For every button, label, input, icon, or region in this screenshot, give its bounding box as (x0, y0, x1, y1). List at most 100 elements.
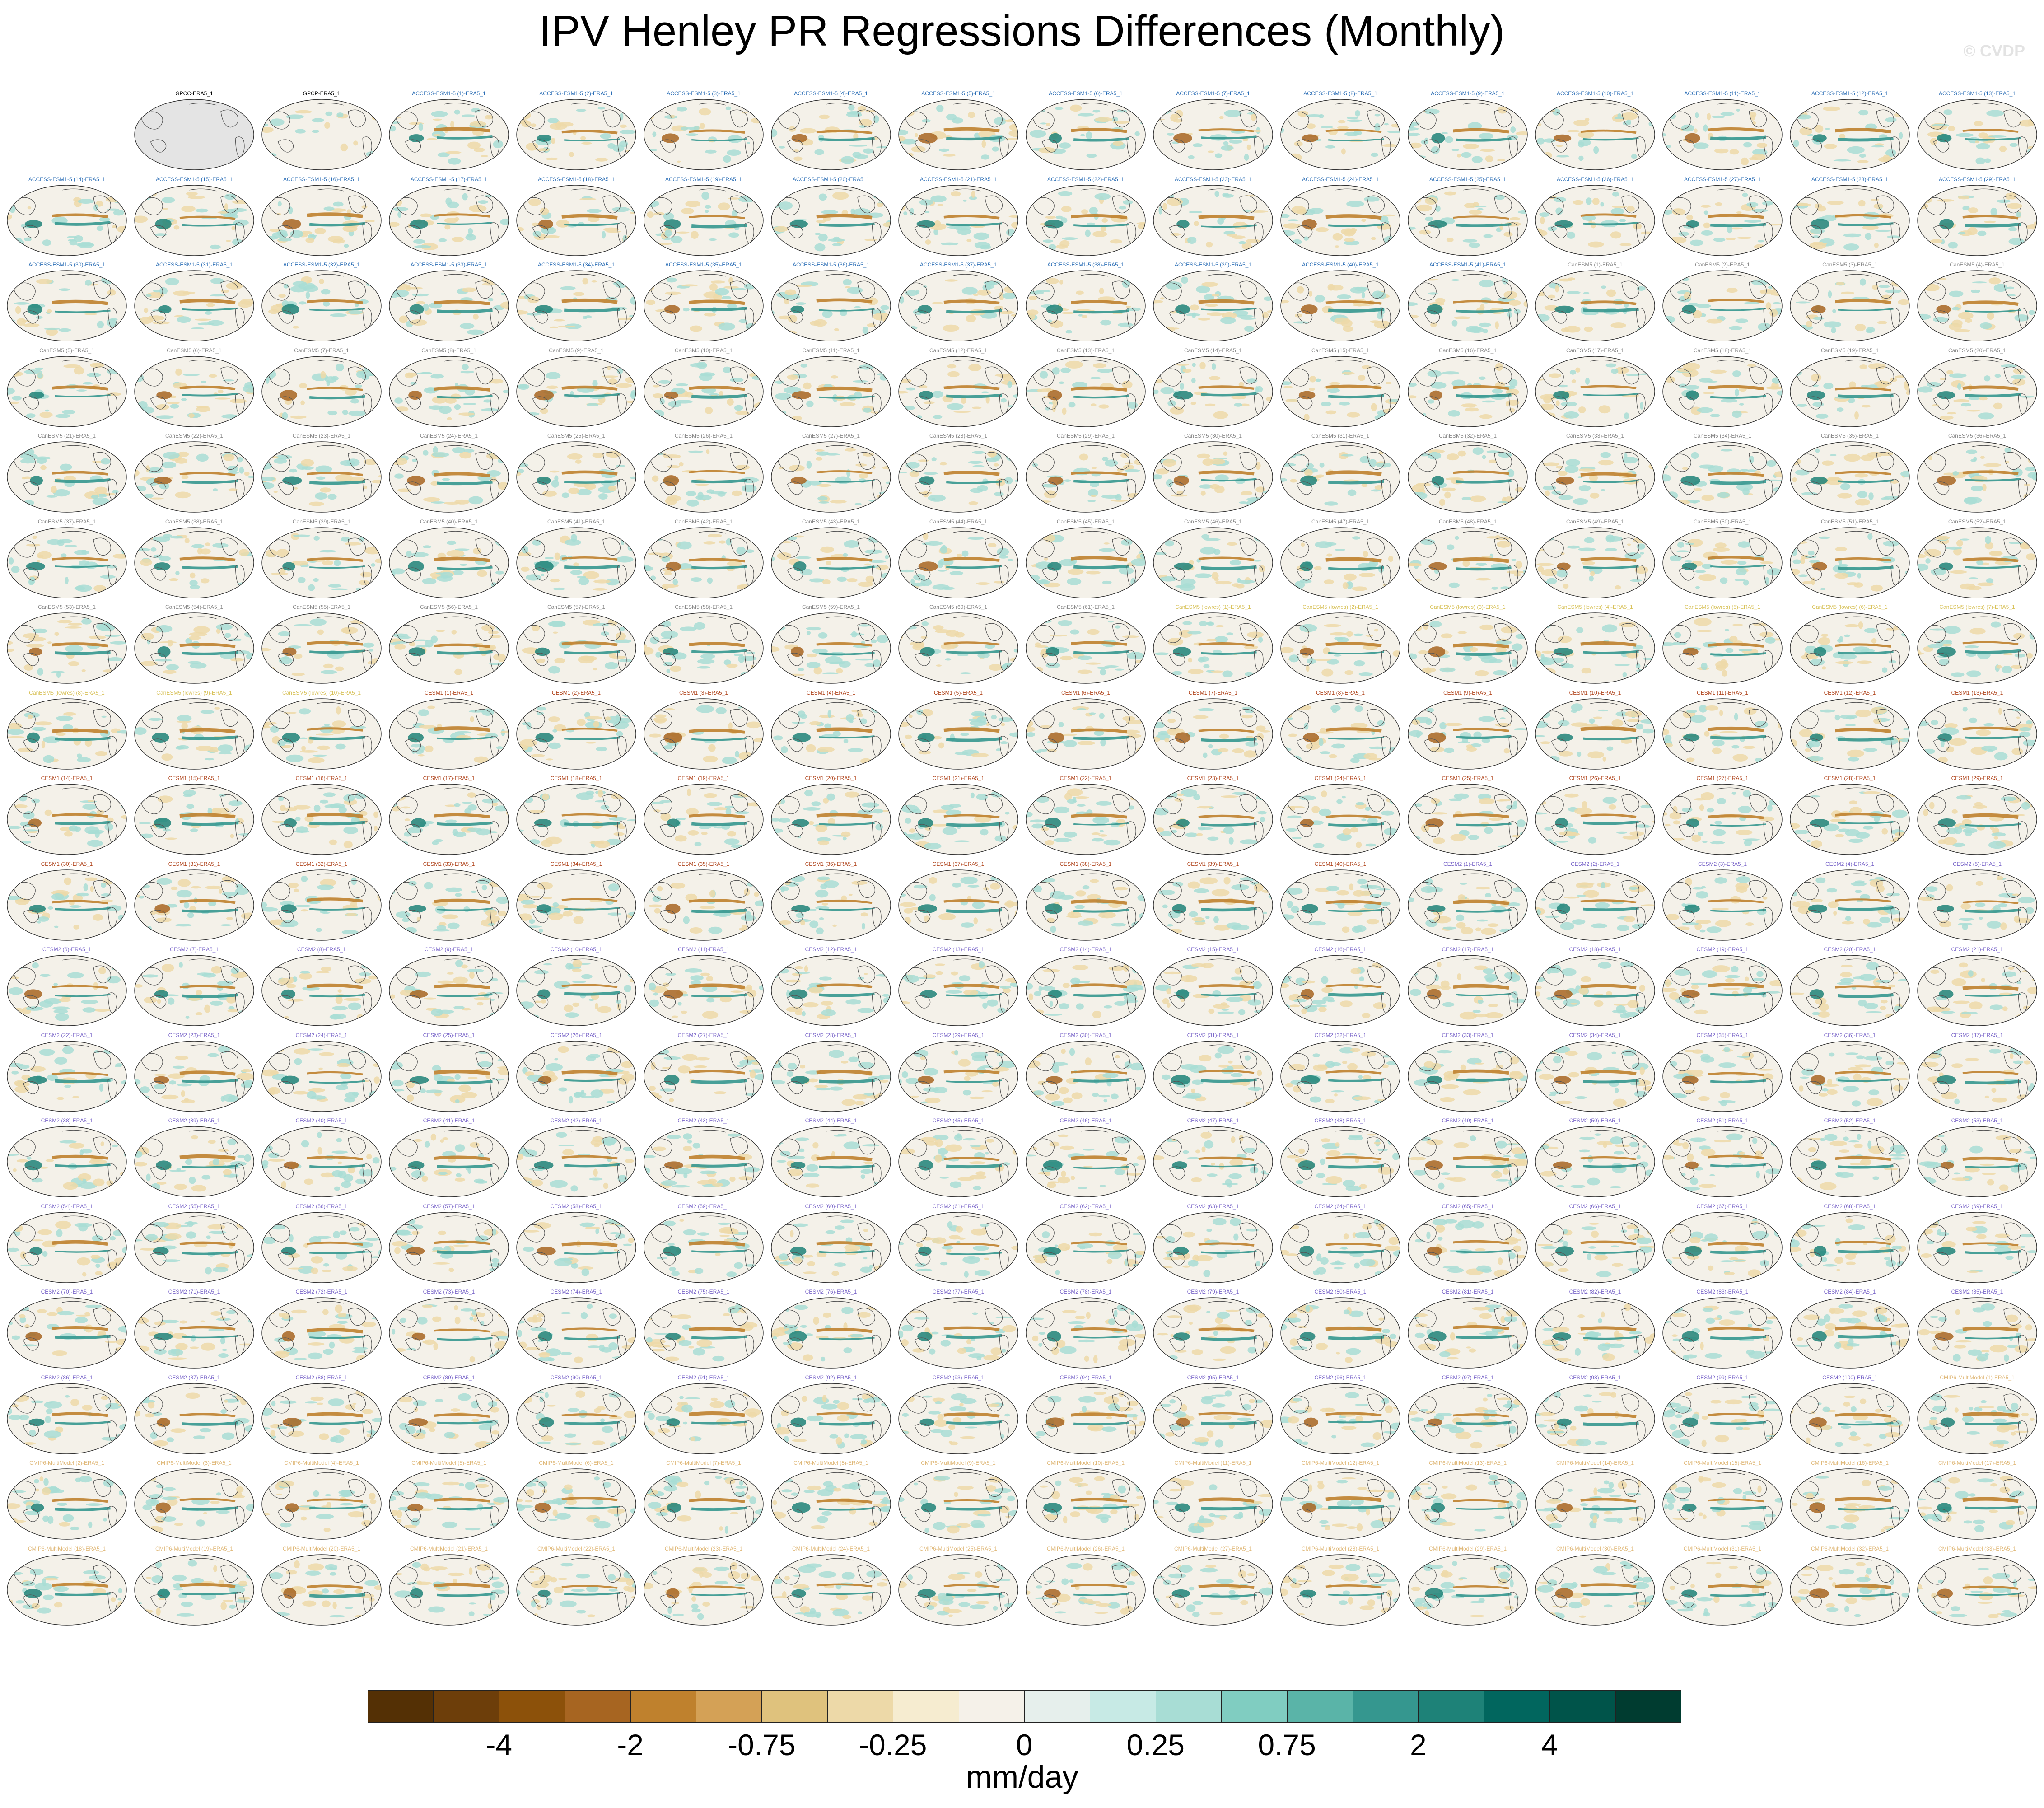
panel-title: CMIP6-MultiModel (31)-ERA5_1 (1683, 1545, 1762, 1552)
panel-title: CESM2 (76)-ERA5_1 (805, 1289, 857, 1295)
panel-title: CESM2 (87)-ERA5_1 (168, 1374, 220, 1381)
panel-title: CMIP6-MultiModel (10)-ERA5_1 (1046, 1460, 1125, 1466)
panel-title: CESM1 (32)-ERA5_1 (295, 860, 348, 867)
panel-title: CESM1 (15)-ERA5_1 (168, 775, 220, 781)
panel-title: CESM2 (82)-ERA5_1 (1569, 1289, 1621, 1295)
panel-title: CESM2 (40)-ERA5_1 (295, 1117, 348, 1124)
map-panel (1153, 270, 1273, 341)
map-panel (1026, 869, 1146, 941)
panel-title: CanESM5 (43)-ERA5_1 (802, 518, 860, 525)
map-panel (1917, 784, 2037, 855)
panel-title: CESM2 (1)-ERA5_1 (1443, 860, 1493, 867)
map-panel (261, 1554, 382, 1626)
map-panel (389, 441, 509, 513)
panel-title: CanESM5 (lowres) (6)-ERA5_1 (1812, 604, 1888, 610)
map-panel (771, 869, 891, 941)
panel-title: CESM2 (64)-ERA5_1 (1314, 1203, 1367, 1210)
map-panel (516, 355, 636, 427)
panel-title: CanESM5 (lowres) (8)-ERA5_1 (29, 689, 105, 696)
panel-title: CESM1 (22)-ERA5_1 (1059, 775, 1112, 781)
panel-title: CESM1 (19)-ERA5_1 (677, 775, 730, 781)
panel-title: CESM2 (44)-ERA5_1 (805, 1117, 857, 1124)
map-panel (1662, 1040, 1783, 1112)
map-panel (1026, 784, 1146, 855)
map-panel (1535, 1383, 1655, 1454)
map-panel (1917, 527, 2037, 598)
map-panel (1790, 527, 1910, 598)
map-panel (1790, 1297, 1910, 1369)
panel-title: CanESM5 (18)-ERA5_1 (1693, 347, 1752, 354)
map-panel (261, 698, 382, 770)
panel-title: CESM1 (12)-ERA5_1 (1824, 689, 1876, 696)
map-panel (898, 527, 1018, 598)
panel-title: CESM1 (34)-ERA5_1 (550, 860, 602, 867)
map-panel (1790, 1383, 1910, 1454)
panel-title: CESM2 (42)-ERA5_1 (550, 1117, 602, 1124)
map-panel (1662, 1383, 1783, 1454)
map-panel (134, 1554, 254, 1626)
panel-title: CanESM5 (60)-ERA5_1 (929, 604, 988, 610)
panel-title: CMIP6-MultiModel (25)-ERA5_1 (919, 1545, 998, 1552)
map-panel (898, 184, 1018, 256)
map-panel (1153, 441, 1273, 513)
map-panel (898, 1554, 1018, 1626)
panel-title: CESM2 (57)-ERA5_1 (423, 1203, 475, 1210)
map-panel (771, 99, 891, 170)
map-panel (389, 869, 509, 941)
map-panel (1026, 184, 1146, 256)
panel-title: CESM2 (38)-ERA5_1 (41, 1117, 93, 1124)
panel-title: GPCC-ERA5_1 (175, 90, 213, 97)
panel-title: CESM2 (5)-ERA5_1 (1952, 860, 2002, 867)
map-panel (7, 1211, 127, 1283)
map-panel (7, 1040, 127, 1112)
panel-title: CESM1 (27)-ERA5_1 (1696, 775, 1749, 781)
panel-title: CESM2 (55)-ERA5_1 (168, 1203, 220, 1210)
map-panel (898, 1297, 1018, 1369)
panel-title: CESM2 (48)-ERA5_1 (1314, 1117, 1367, 1124)
colorbar-tick-label: -2 (617, 1728, 644, 1761)
panel-title: CanESM5 (54)-ERA5_1 (165, 604, 224, 610)
map-panel (1790, 612, 1910, 684)
panel-title: CESM2 (68)-ERA5_1 (1824, 1203, 1876, 1210)
panel-title: ACCESS-ESM1-5 (34)-ERA5_1 (537, 262, 615, 268)
panel-title: ACCESS-ESM1-5 (2)-ERA5_1 (539, 90, 613, 97)
map-panel (261, 784, 382, 855)
map-panel (1917, 1126, 2037, 1197)
panel-title: CESM2 (100)-ERA5_1 (1822, 1374, 1877, 1381)
map-panel (1026, 698, 1146, 770)
panel-title: CESM2 (67)-ERA5_1 (1696, 1203, 1749, 1210)
map-panel (771, 355, 891, 427)
map-panel (644, 355, 764, 427)
panel-title: CESM2 (74)-ERA5_1 (550, 1289, 602, 1295)
map-panel (1153, 527, 1273, 598)
map-panel (898, 784, 1018, 855)
map-panel (1026, 1383, 1146, 1454)
colorbar-tick-label: 2 (1410, 1728, 1427, 1761)
panel-title: ACCESS-ESM1-5 (12)-ERA5_1 (1811, 90, 1889, 97)
map-panel (261, 1040, 382, 1112)
map-panel (1917, 99, 2037, 170)
map-panel (1917, 441, 2037, 513)
panel-title: CMIP6-MultiModel (26)-ERA5_1 (1046, 1545, 1125, 1552)
panel-title: CESM2 (56)-ERA5_1 (295, 1203, 348, 1210)
map-panel (261, 955, 382, 1026)
panel-title: CanESM5 (20)-ERA5_1 (1948, 347, 2007, 354)
map-panel (898, 1126, 1018, 1197)
panel-title: CESM2 (78)-ERA5_1 (1059, 1289, 1112, 1295)
panel-title: CESM2 (3)-ERA5_1 (1698, 860, 1747, 867)
map-panel (134, 698, 254, 770)
panel-title: CMIP6-MultiModel (32)-ERA5_1 (1811, 1545, 1889, 1552)
map-panel (644, 184, 764, 256)
panel-title: CESM2 (14)-ERA5_1 (1059, 946, 1112, 953)
panel-title: ACCESS-ESM1-5 (8)-ERA5_1 (1303, 90, 1377, 97)
panel-title: CESM2 (45)-ERA5_1 (932, 1117, 985, 1124)
panel-title: CanESM5 (39)-ERA5_1 (292, 518, 351, 525)
map-panel (261, 869, 382, 941)
map-panel (1662, 99, 1783, 170)
panel-title: CESM2 (90)-ERA5_1 (550, 1374, 602, 1381)
colorbar-box (696, 1690, 762, 1723)
panel-title: CESM1 (25)-ERA5_1 (1442, 775, 1494, 781)
panel-title: CESM2 (98)-ERA5_1 (1569, 1374, 1621, 1381)
colorbar-tick-label: -0.75 (728, 1728, 796, 1761)
panel-title: CanESM5 (41)-ERA5_1 (547, 518, 606, 525)
